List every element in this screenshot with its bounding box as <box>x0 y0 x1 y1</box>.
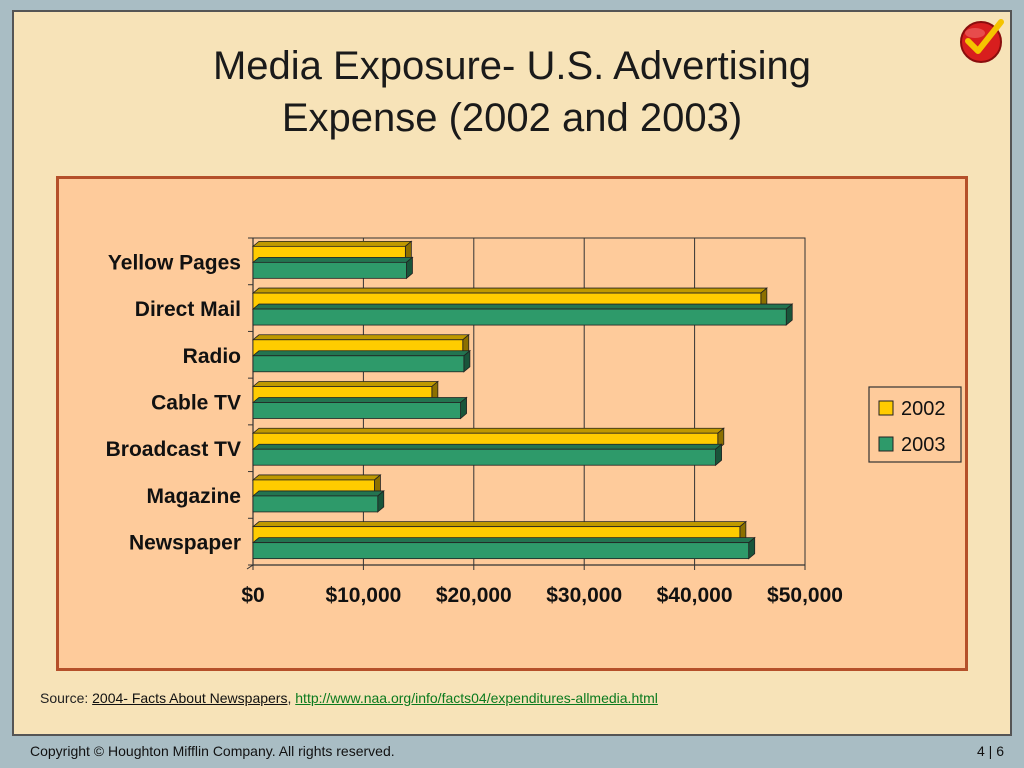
bar-top-face <box>251 240 413 247</box>
category-label: Magazine <box>146 485 241 508</box>
bar-2003-direct-mail <box>252 308 787 326</box>
bar-top-face <box>251 381 439 387</box>
category-label: Yellow Pages <box>108 251 241 274</box>
chart-panel: Yellow Pages Direct Mail Radio Cable TV Broa… <box>56 176 968 671</box>
category-label: Direct Mail <box>135 298 241 321</box>
bar-2003-broadcast-tv <box>252 448 716 466</box>
bar-top-face <box>251 427 725 434</box>
legend-label-2003: 2003 <box>901 434 946 456</box>
page-number: 4 | 6 <box>977 743 1004 759</box>
category-label: Broadcast TV <box>106 438 241 461</box>
bar-top-face <box>251 490 385 497</box>
source-reference[interactable]: 2004- Facts About Newspapers <box>92 690 288 706</box>
bar-2003-yellow-pages <box>252 261 407 279</box>
x-tick-label: $0 <box>241 584 264 607</box>
legend-swatch-2002 <box>878 400 894 416</box>
legend-label-2002: 2002 <box>901 398 946 420</box>
x-tick-label: $10,000 <box>325 584 401 607</box>
bar-chart: Yellow Pages Direct Mail Radio Cable TV Broa… <box>106 237 962 607</box>
source-prefix: Source: <box>40 690 93 706</box>
title-line-2: Expense (2002 and 2003) <box>281 96 743 140</box>
copyright-text: Copyright © Houghton Mifflin Company. Al… <box>30 743 395 759</box>
bar-2003-magazine <box>252 495 379 513</box>
bar-2003-newspaper <box>252 542 750 560</box>
x-tick-label: $50,000 <box>767 584 843 607</box>
bar-top-face <box>251 256 414 263</box>
bar-top-face <box>251 537 756 544</box>
bar-top-face <box>251 334 470 341</box>
bar-2003-radio <box>252 355 465 373</box>
title-line-1: Media Exposure- U.S. Advertising <box>212 44 812 88</box>
x-tick-label: $40,000 <box>657 584 733 607</box>
checkmark-icon[interactable] <box>957 16 1005 64</box>
x-tick-label: $30,000 <box>546 584 622 607</box>
bar-top-face <box>251 474 382 481</box>
source-url-link[interactable]: http://www.naa.org/info/facts04/expendit… <box>295 690 658 706</box>
x-tick-label: $20,000 <box>436 584 512 607</box>
bar-top-face <box>251 443 723 450</box>
bar-top-face <box>251 521 747 528</box>
category-label: Radio <box>183 345 241 368</box>
source-separator: , <box>287 690 296 706</box>
category-label: Cable TV <box>151 392 241 415</box>
footer-bar: Copyright © Houghton Mifflin Company. Al… <box>0 736 1024 768</box>
axis-floor-edge <box>246 564 254 570</box>
bar-top-face <box>251 397 468 403</box>
bar-top-face <box>251 303 794 310</box>
slide-title: Media Exposure- U.S. Advertising Expense… <box>0 40 1024 144</box>
source-citation: Source: 2004- Facts About Newspapers, ht… <box>40 690 658 706</box>
legend-swatch-2003 <box>878 436 894 452</box>
bar-top-face <box>251 287 768 294</box>
category-label: Newspaper <box>129 532 241 555</box>
bar-2003-cable-tv <box>252 402 461 419</box>
bar-top-face <box>251 350 471 357</box>
